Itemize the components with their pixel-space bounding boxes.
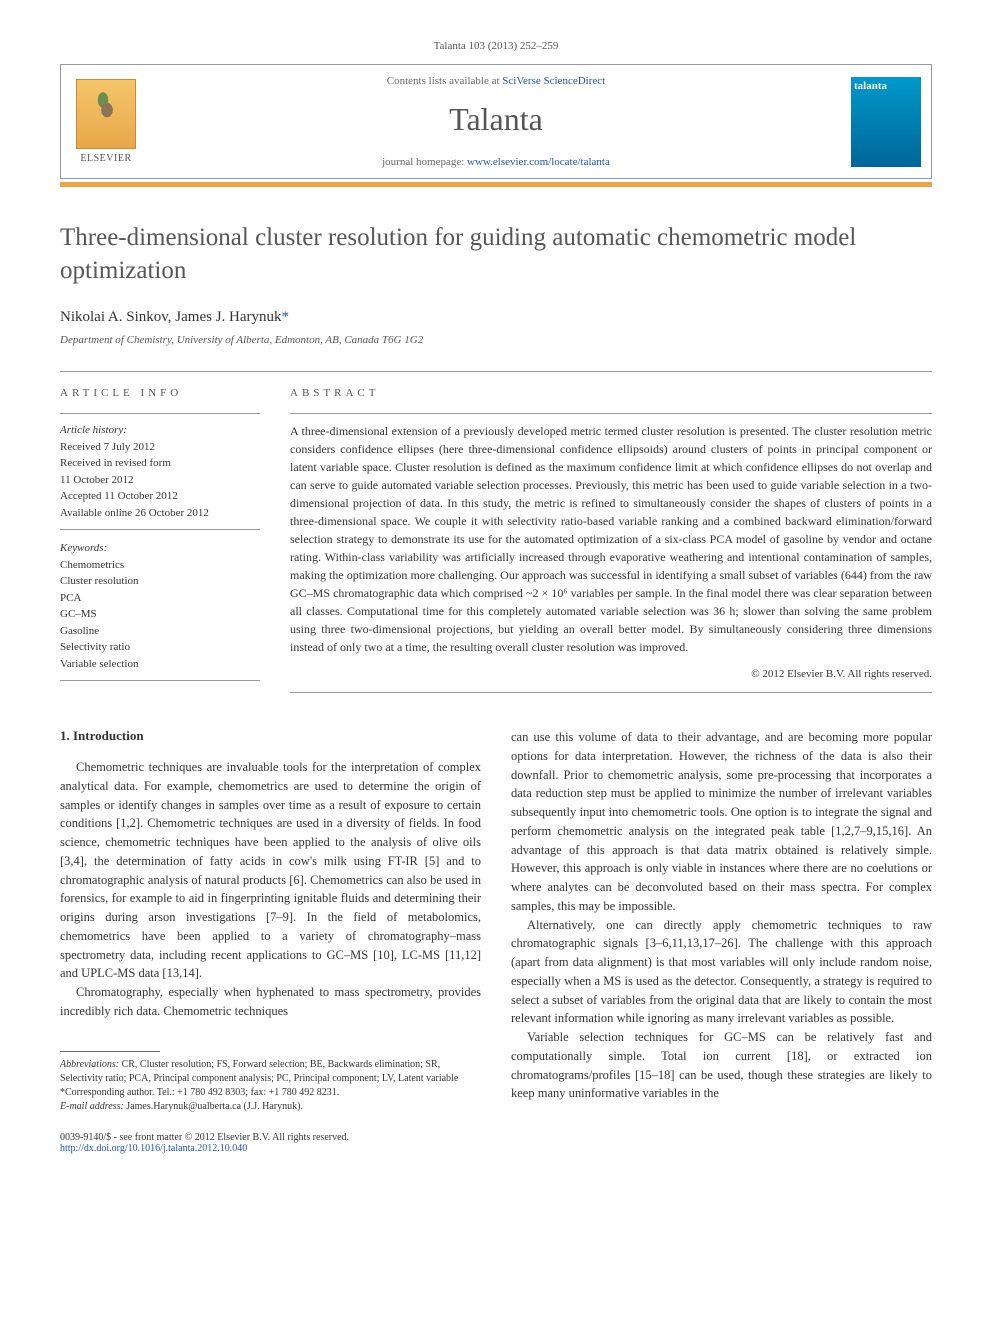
contents-prefix: Contents lists available at [387,75,502,87]
abbreviations-footnote: Abbreviations: CR, Cluster resolution; F… [60,1058,481,1086]
authors-line: Nikolai A. Sinkov, James J. Harynuk* [60,309,932,326]
section-1-heading: 1. Introduction [60,728,481,744]
abbrev-label: Abbreviations: [60,1059,119,1070]
issn-line: 0039-9140/$ - see front matter © 2012 El… [60,1132,349,1143]
homepage-prefix: journal homepage: [382,156,467,168]
paragraph-2: Chromatography, especially when hyphenat… [60,983,481,1021]
journal-cover-block: talanta [841,65,931,178]
keyword-5: Selectivity ratio [60,641,130,653]
left-column: 1. Introduction Chemometric techniques a… [60,728,481,1114]
contents-list-line: Contents lists available at SciVerse Sci… [161,75,831,87]
bottom-bar: 0039-9140/$ - see front matter © 2012 El… [60,1132,932,1154]
paragraph-4: Alternatively, one can directly apply ch… [511,916,932,1029]
keywords-block: Keywords: Chemometrics Cluster resolutio… [60,540,260,681]
keyword-4: Gasoline [60,625,99,637]
homepage-line: journal homepage: www.elsevier.com/locat… [161,156,831,168]
email-label: E-mail address: [60,1101,124,1112]
history-revised: Received in revised form [60,457,171,469]
keyword-0: Chemometrics [60,559,124,571]
abstract-column: ABSTRACT A three-dimensional extension o… [290,372,932,693]
abbrev-text: CR, Cluster resolution; FS, Forward sele… [60,1059,458,1084]
sciencedirect-link[interactable]: SciVerse ScienceDirect [502,75,605,87]
keyword-1: Cluster resolution [60,575,139,587]
article-info-header: ARTICLE INFO [60,387,260,399]
keyword-6: Variable selection [60,658,139,670]
journal-header-box: ELSEVIER Contents lists available at Sci… [60,64,932,179]
history-received: Received 7 July 2012 [60,441,155,453]
authors-names: Nikolai A. Sinkov, James J. Harynuk [60,309,282,325]
abstract-header: ABSTRACT [290,387,932,399]
footnote-divider [60,1051,160,1052]
corresponding-footnote: *Corresponding author. Tel.: +1 780 492 … [60,1086,481,1100]
corresponding-marker[interactable]: * [282,309,290,325]
history-label: Article history: [60,424,127,436]
article-title: Three-dimensional cluster resolution for… [60,222,932,287]
right-column: can use this volume of data to their adv… [511,728,932,1114]
affiliation: Department of Chemistry, University of A… [60,334,932,346]
history-revised-date: 11 October 2012 [60,474,134,486]
journal-reference: Talanta 103 (2013) 252–259 [60,40,932,52]
abstract-text: A three-dimensional extension of a previ… [290,413,932,656]
email-footnote: E-mail address: James.Harynuk@ualberta.c… [60,1100,481,1114]
article-history-block: Article history: Received 7 July 2012 Re… [60,413,260,530]
paragraph-3: can use this volume of data to their adv… [511,728,932,916]
history-online: Available online 26 October 2012 [60,507,209,519]
keyword-3: GC–MS [60,608,97,620]
talanta-cover-text: talanta [854,80,918,92]
elsevier-label: ELSEVIER [80,153,131,164]
homepage-link[interactable]: www.elsevier.com/locate/talanta [467,156,610,168]
paragraph-1: Chemometric techniques are invaluable to… [60,758,481,983]
body-columns: 1. Introduction Chemometric techniques a… [60,728,932,1114]
journal-title: Talanta [161,101,831,138]
keyword-2: PCA [60,592,81,604]
email-value: James.Harynuk@ualberta.ca (J.J. Harynuk)… [124,1101,303,1112]
orange-divider [60,182,932,187]
paragraph-5: Variable selection techniques for GC–MS … [511,1028,932,1103]
elsevier-logo-block: ELSEVIER [61,65,151,178]
talanta-cover-icon: talanta [851,77,921,167]
doi-link[interactable]: http://dx.doi.org/10.1016/j.talanta.2012… [60,1143,247,1154]
history-accepted: Accepted 11 October 2012 [60,490,178,502]
abstract-copyright: © 2012 Elsevier B.V. All rights reserved… [290,668,932,693]
elsevier-tree-icon [76,79,136,149]
article-info-column: ARTICLE INFO Article history: Received 7… [60,372,260,693]
keywords-label: Keywords: [60,542,107,554]
header-center: Contents lists available at SciVerse Sci… [151,65,841,178]
